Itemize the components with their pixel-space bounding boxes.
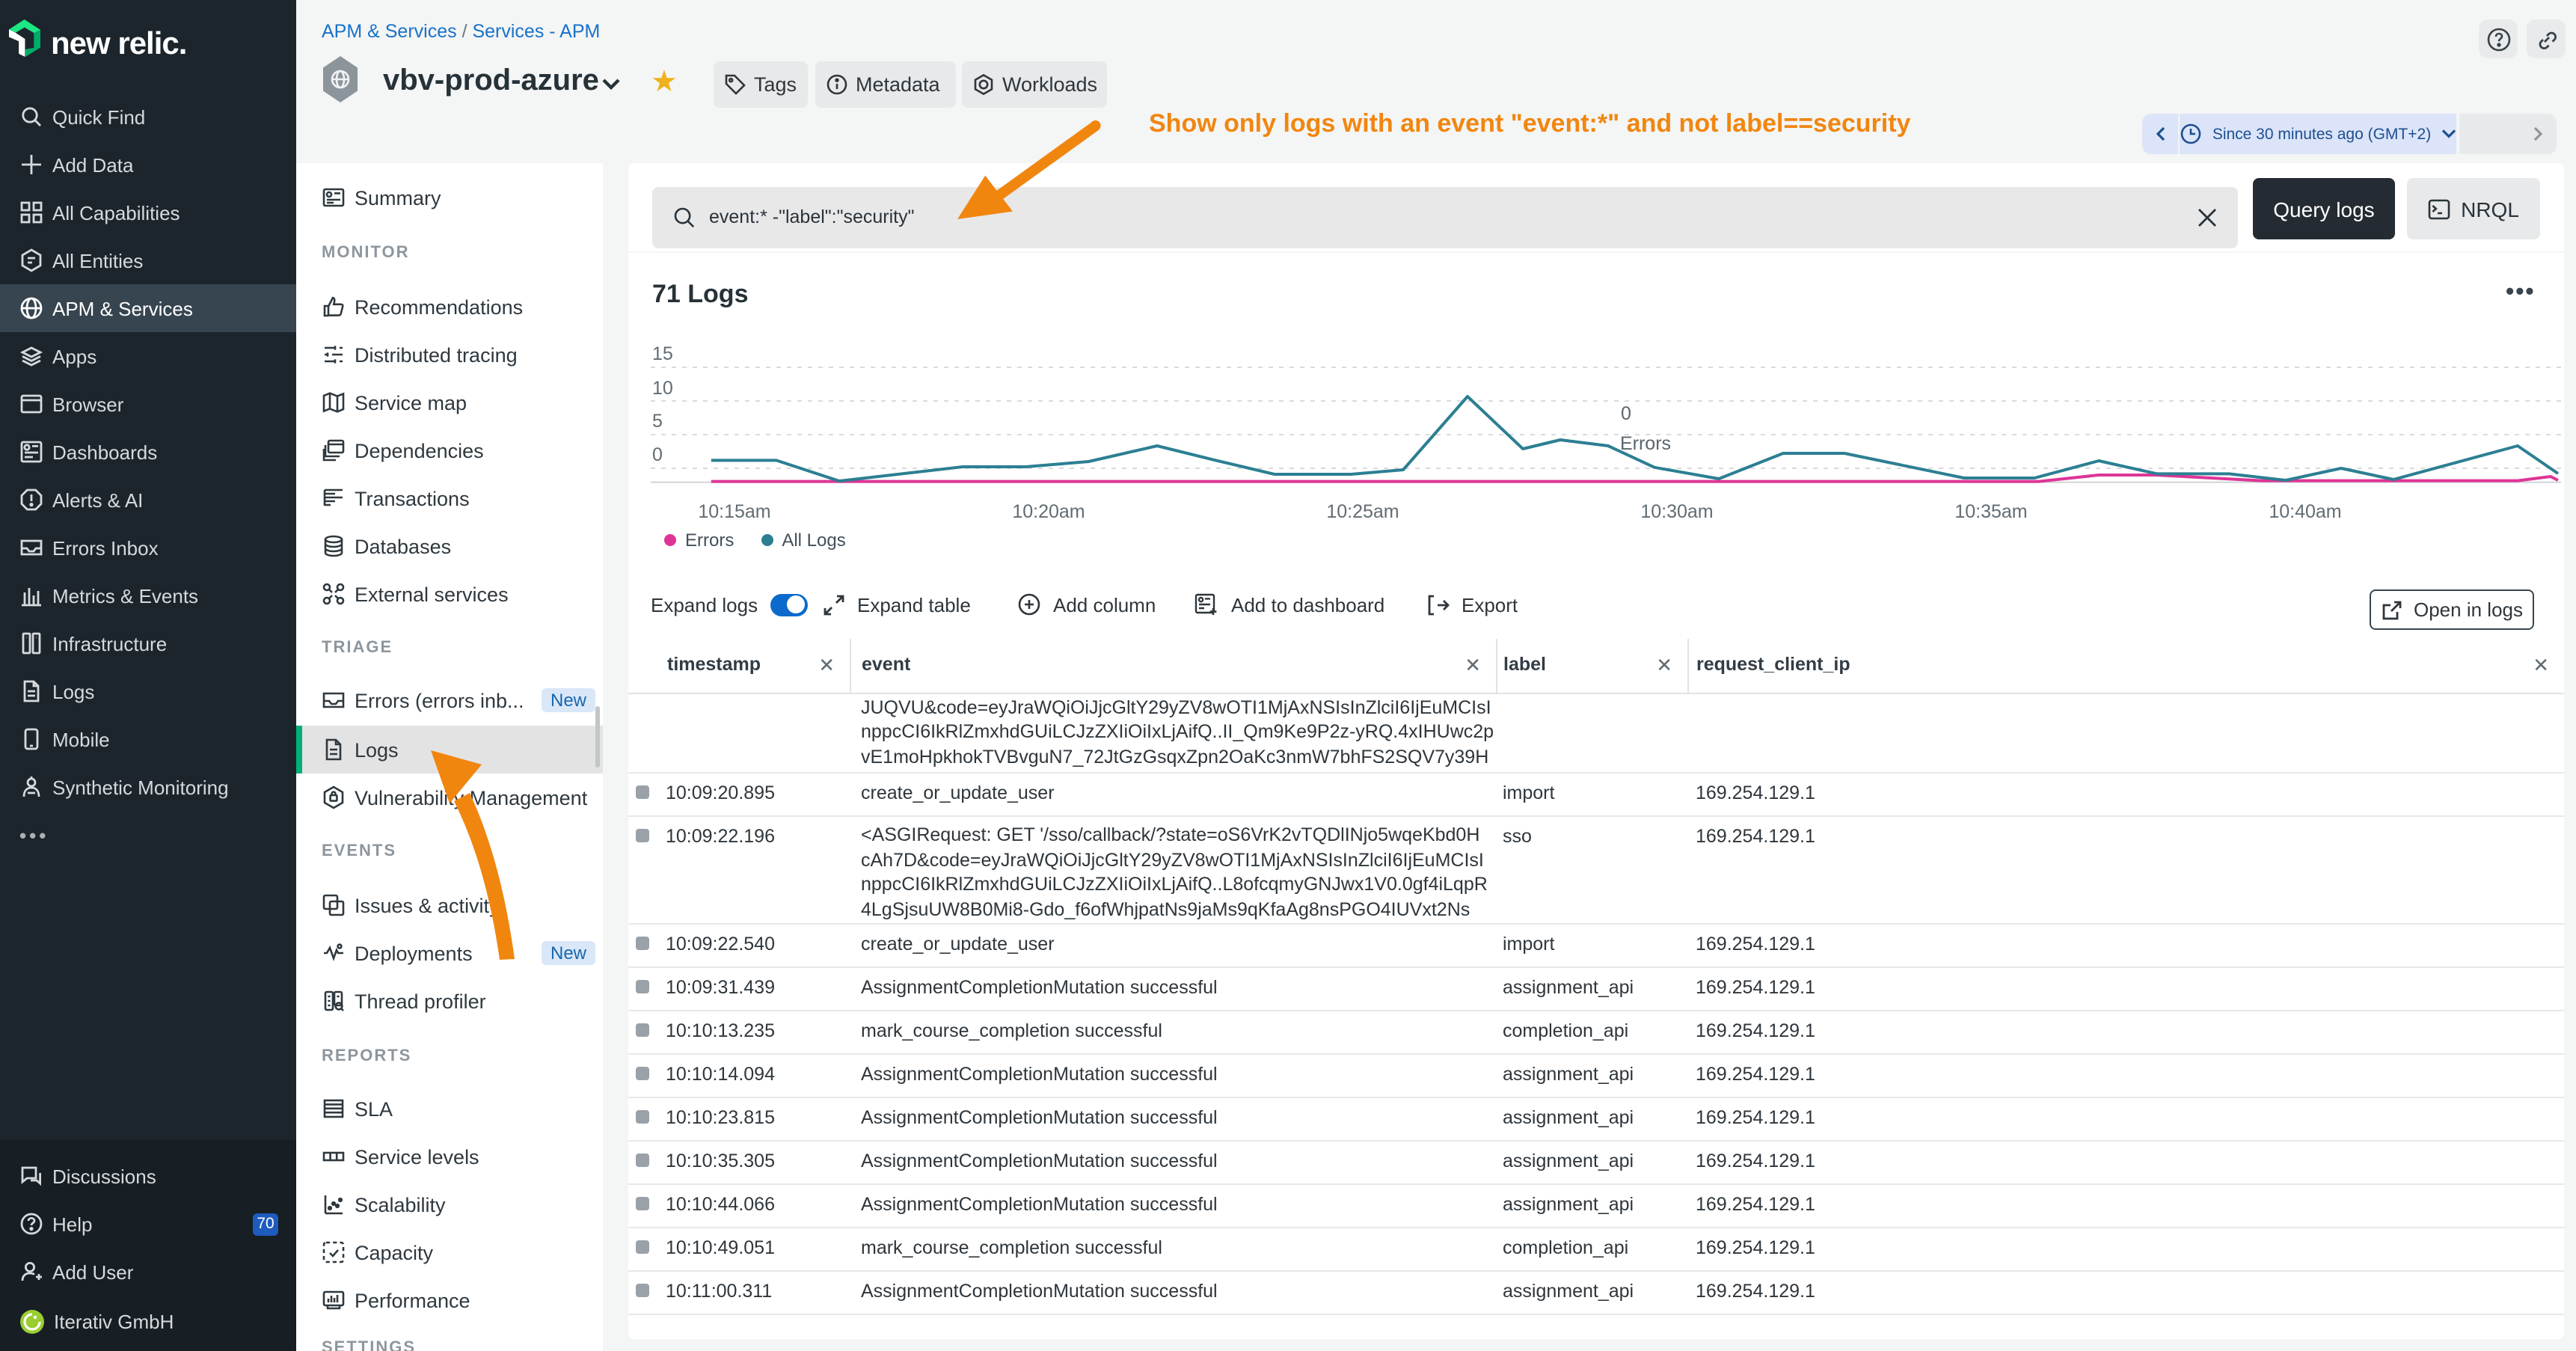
svg-text:10:20am: 10:20am — [1012, 501, 1085, 522]
svg-text:0: 0 — [652, 444, 663, 465]
svg-text:10:35am: 10:35am — [1954, 501, 2027, 522]
svg-text:10:15am: 10:15am — [698, 501, 770, 522]
svg-text:15: 15 — [652, 343, 673, 364]
svg-text:5: 5 — [652, 411, 663, 432]
svg-text:0: 0 — [1621, 403, 1631, 424]
svg-text:10:40am: 10:40am — [2269, 501, 2341, 522]
svg-text:10:25am: 10:25am — [1326, 501, 1399, 522]
svg-text:Errors: Errors — [1620, 433, 1671, 454]
svg-text:10: 10 — [652, 378, 673, 399]
svg-text:10:30am: 10:30am — [1640, 501, 1713, 522]
